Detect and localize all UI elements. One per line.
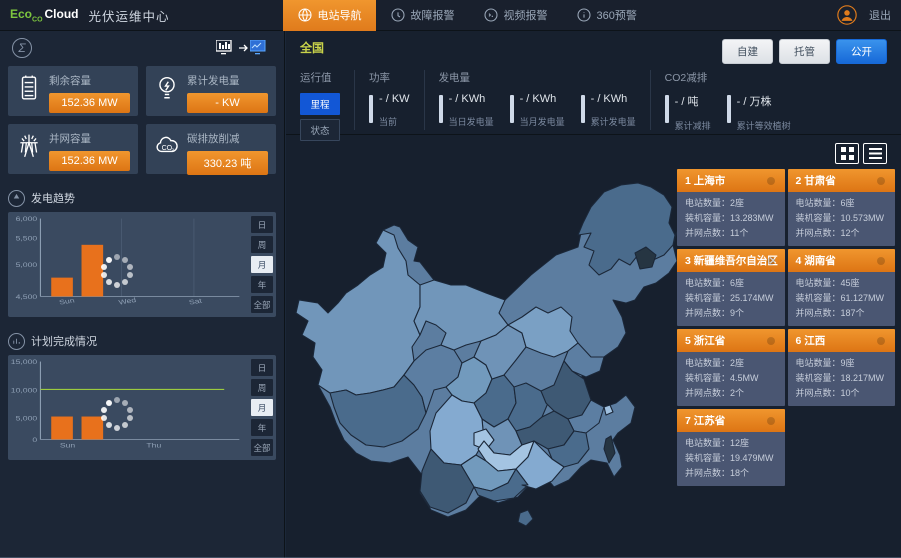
svg-text:5,000: 5,000	[16, 415, 38, 423]
svg-text:Sun: Sun	[58, 296, 75, 306]
svg-text:10,000: 10,000	[11, 387, 37, 395]
svg-text:4,500: 4,500	[16, 293, 38, 301]
svg-text:5,500: 5,500	[16, 235, 38, 243]
svg-text:5,000: 5,000	[16, 261, 38, 269]
svg-text:Thu: Thu	[146, 442, 161, 450]
svg-text:Wed: Wed	[118, 296, 137, 306]
svg-text:6,000: 6,000	[16, 215, 38, 223]
svg-text:2: 2	[171, 147, 174, 153]
svg-text:Sat: Sat	[188, 297, 204, 307]
svg-text:0: 0	[32, 436, 37, 444]
svg-text:15,000: 15,000	[11, 358, 37, 366]
svg-text:Sun: Sun	[60, 442, 75, 450]
